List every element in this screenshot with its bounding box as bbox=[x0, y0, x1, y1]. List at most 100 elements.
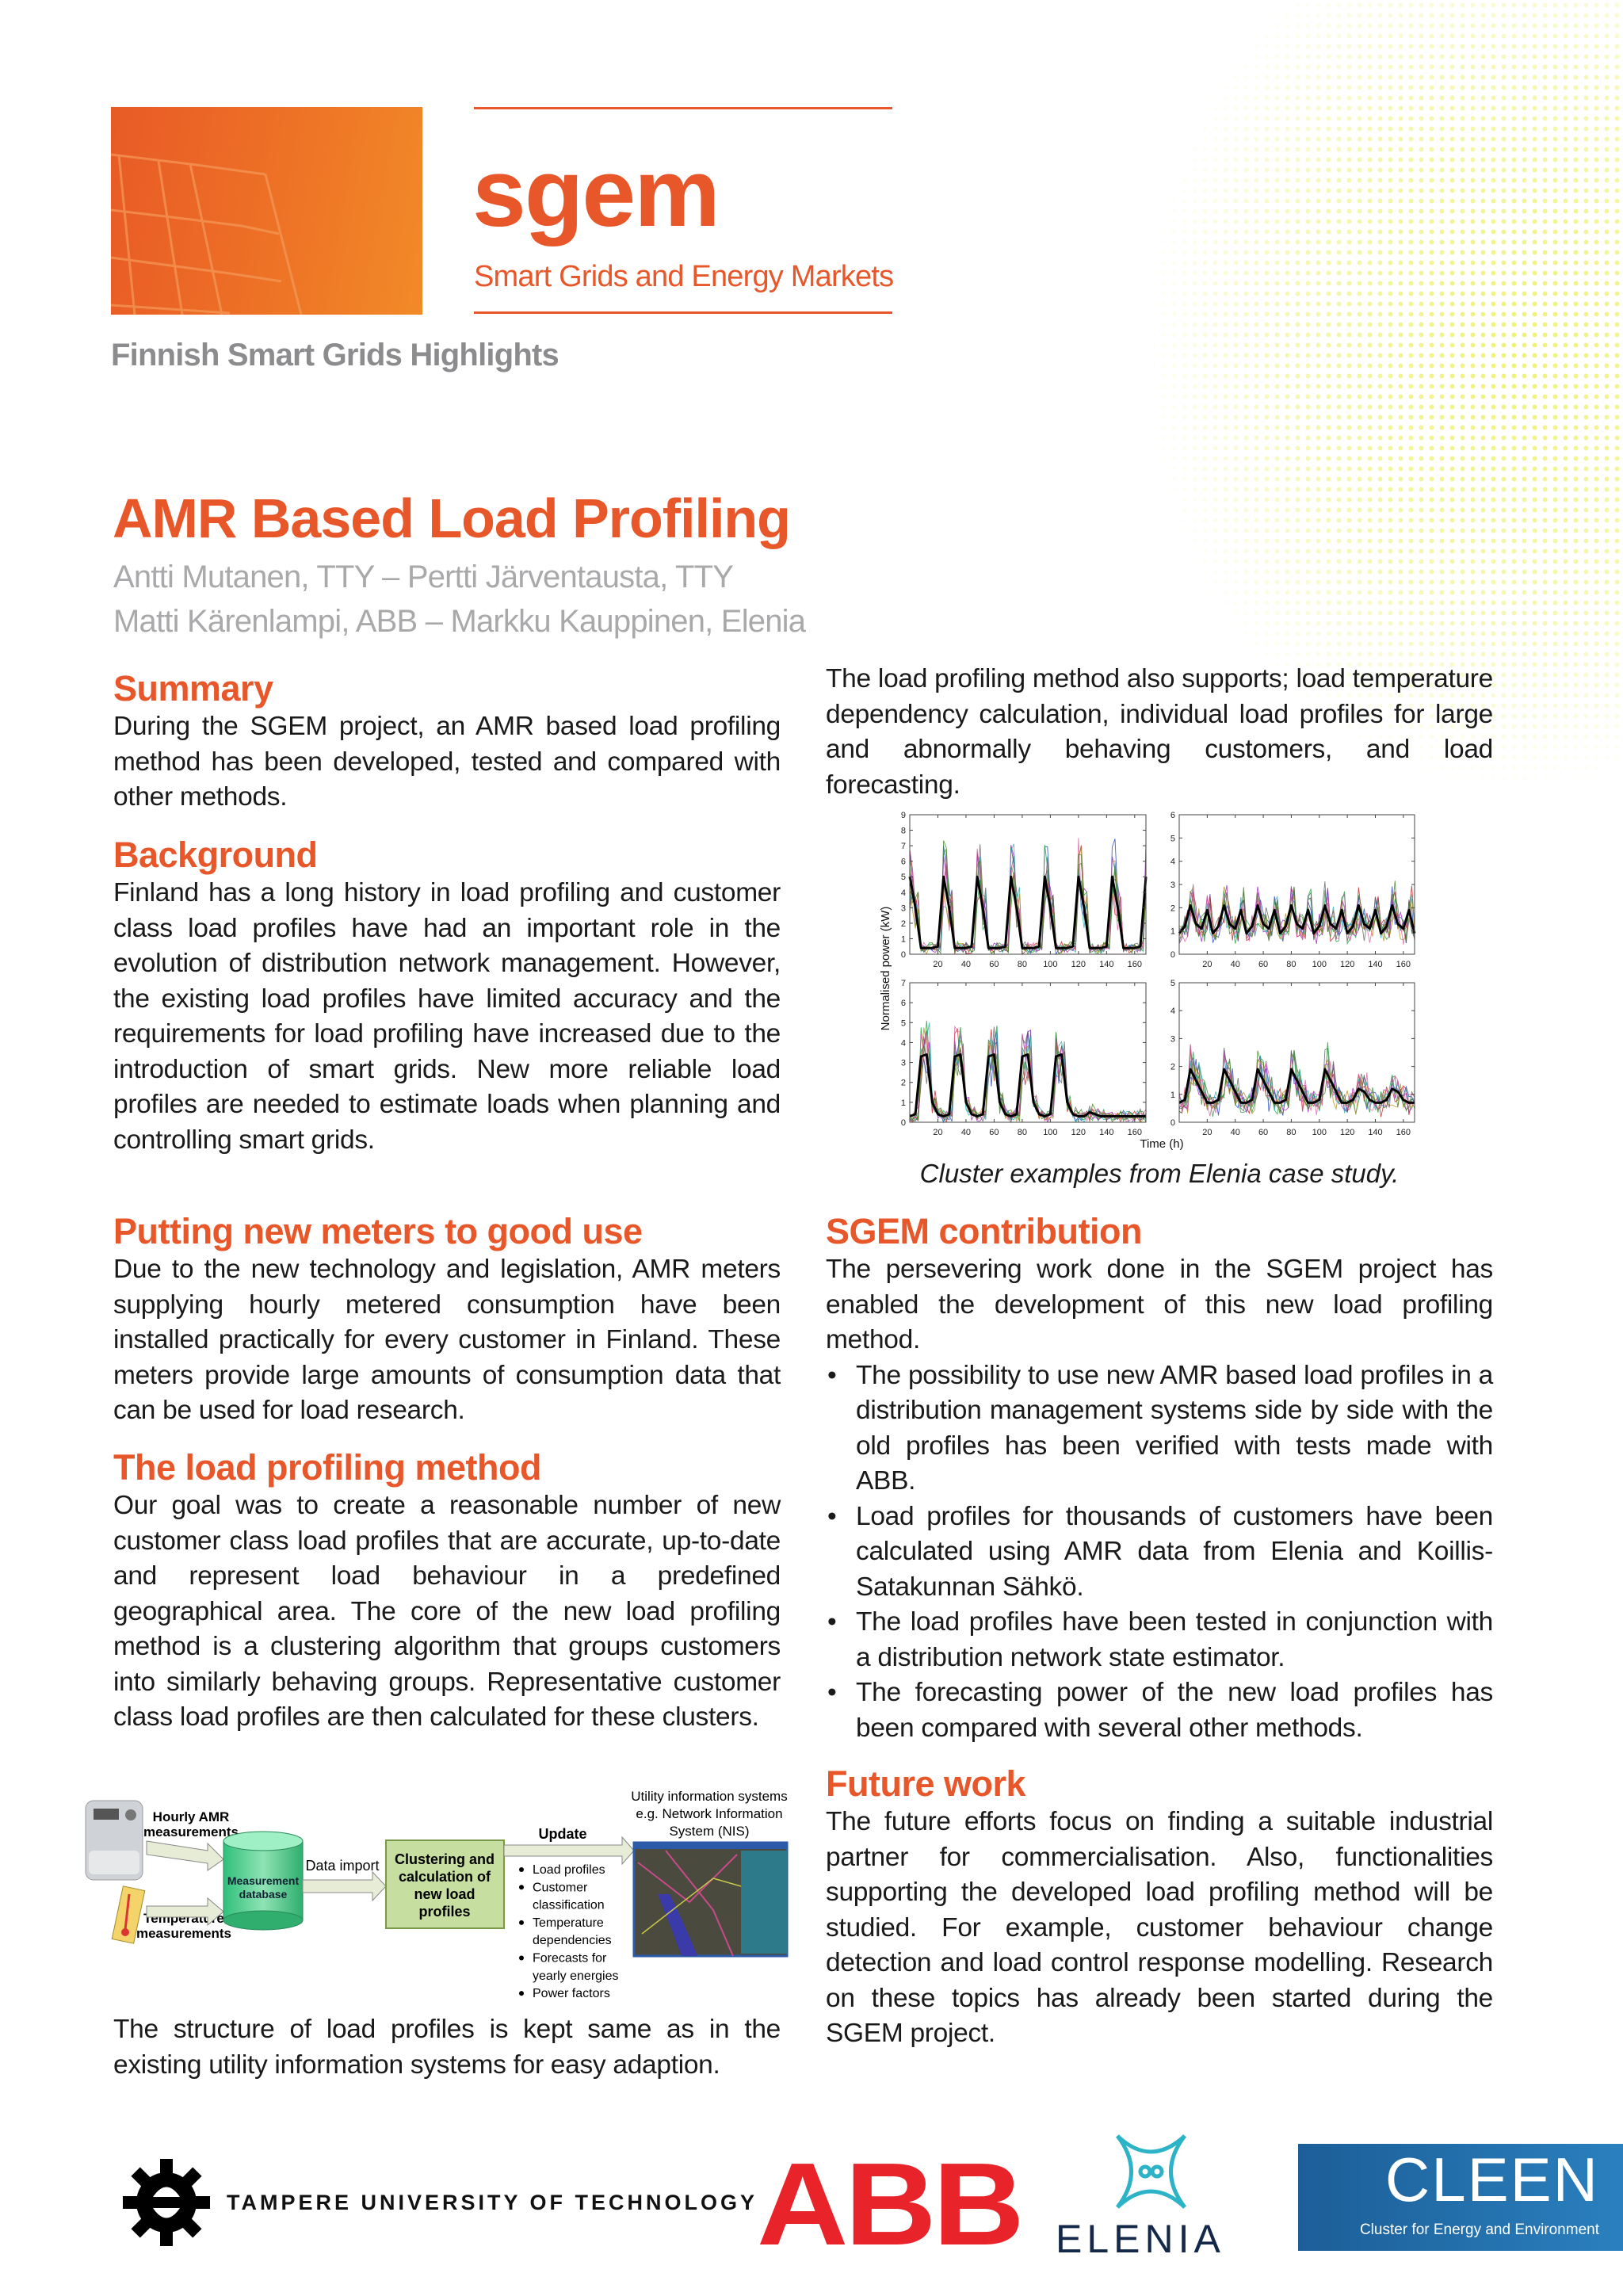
list-item: The load profiles have been tested in co… bbox=[827, 1605, 1493, 1675]
customer-line bbox=[909, 1026, 1147, 1124]
section-body: Due to the new technology and legislatio… bbox=[113, 1255, 781, 1425]
update-label: Update bbox=[538, 1826, 586, 1842]
database-label: Measurement bbox=[227, 1874, 300, 1887]
chart-panel: 20 40 60 80 100 120 140 160 0 1 2 3 4 5 6 bbox=[1170, 811, 1416, 969]
cleen-logo: CLEEN Cluster for Energy and Environment bbox=[1298, 2144, 1623, 2251]
output-item: Customer bbox=[533, 1881, 588, 1894]
abb-logo: ABB bbox=[757, 2139, 1025, 2270]
amr-meter-icon bbox=[85, 1800, 143, 1881]
y-tick-label: 7 bbox=[901, 842, 906, 851]
target-label: System (NIS) bbox=[669, 1824, 749, 1839]
thermometer-icon bbox=[111, 1885, 146, 1944]
section-body: The persevering work done in the SGEM pr… bbox=[826, 1255, 1493, 1354]
article-title: AMR Based Load Profiling bbox=[113, 487, 791, 549]
chart-panel: 20 40 60 80 100 120 140 160 0 1 2 3 4 5 bbox=[1170, 979, 1415, 1137]
bullet-dot bbox=[519, 1955, 524, 1961]
output-item: Temperature bbox=[533, 1916, 604, 1930]
bullet-dot bbox=[519, 1991, 524, 1996]
x-tick-label: 60 bbox=[1258, 1128, 1268, 1137]
mean-profile-line bbox=[909, 1053, 1146, 1117]
x-tick-label: 140 bbox=[1099, 1128, 1113, 1137]
mean-profile-line bbox=[1178, 904, 1416, 935]
section-body: During the SGEM project, an AMR based lo… bbox=[113, 712, 781, 812]
elenia-wordmark: ELENIA bbox=[1056, 2217, 1225, 2261]
y-tick-label: 4 bbox=[1170, 1007, 1175, 1016]
y-tick-label: 5 bbox=[1170, 834, 1175, 843]
section-body: The future efforts focus on finding a su… bbox=[826, 1807, 1493, 2048]
solar-panel-graphic bbox=[111, 153, 303, 315]
y-tick-label: 1 bbox=[901, 1098, 906, 1108]
closing-text: The structure of load profiles is kept s… bbox=[113, 2012, 781, 2083]
y-axis-label: Normalised power (kW) bbox=[879, 907, 892, 1031]
output-list: Load profiles Customer classification Tempe… bbox=[519, 1863, 619, 2000]
process-label: Clustering and bbox=[395, 1851, 495, 1867]
y-tick-label: 0 bbox=[1170, 1118, 1175, 1128]
y-tick-label: 0 bbox=[901, 1118, 906, 1128]
section-body: The load profiling method also supports;… bbox=[826, 664, 1493, 800]
plot-frame bbox=[909, 814, 1147, 955]
section-heading: SGEM contribution bbox=[826, 1211, 1142, 1251]
method-section: The load profiling method Our goal was t… bbox=[113, 1447, 781, 1736]
mean-profile-line bbox=[908, 875, 1148, 949]
x-tick-label: 140 bbox=[1368, 1128, 1382, 1137]
y-tick-label: 8 bbox=[901, 827, 906, 836]
y-tick-label: 3 bbox=[1170, 881, 1175, 890]
x-tick-label: 160 bbox=[1128, 1128, 1142, 1137]
x-tick-label: 60 bbox=[1258, 960, 1268, 969]
x-axis-label: Time (h) bbox=[1140, 1137, 1183, 1151]
tut-wordmark: TAMPERE UNIVERSITY OF TECHNOLOGY bbox=[227, 2191, 758, 2214]
y-tick-label: 5 bbox=[1170, 979, 1175, 988]
nis-screenshot bbox=[632, 1841, 789, 1958]
output-item: classification bbox=[533, 1899, 605, 1912]
process-label: profiles bbox=[418, 1904, 470, 1920]
list-item: The forecasting power of the new load pr… bbox=[827, 1675, 1493, 1746]
list-item: Load profiles for thousands of customers… bbox=[827, 1499, 1493, 1606]
target-label: e.g. Network Information bbox=[636, 1806, 782, 1821]
output-item: yearly energies bbox=[533, 1969, 619, 1983]
x-tick-label: 80 bbox=[1286, 960, 1296, 969]
customer-line bbox=[909, 1025, 1147, 1123]
arrow-temp-to-db bbox=[146, 1897, 224, 1927]
customer-line bbox=[1178, 884, 1415, 945]
x-tick-label: 100 bbox=[1043, 960, 1057, 969]
figure-caption: Cluster examples from Elenia case study. bbox=[919, 1159, 1400, 1188]
y-tick-label: 2 bbox=[901, 1079, 906, 1088]
summary-section: Summary During the SGEM project, an AMR … bbox=[113, 668, 781, 816]
x-tick-label: 140 bbox=[1368, 960, 1382, 969]
x-tick-label: 80 bbox=[1018, 1128, 1027, 1137]
x-tick-label: 20 bbox=[1202, 1128, 1212, 1137]
y-tick-label: 0 bbox=[1170, 950, 1175, 960]
chart-panel: 20 40 60 80 100 120 140 160 0 1 2 3 4 5 6 7 8 9 bbox=[901, 811, 1148, 969]
customer-line bbox=[909, 838, 1147, 954]
x-tick-label: 40 bbox=[1231, 1128, 1240, 1137]
x-tick-label: 120 bbox=[1071, 960, 1086, 969]
bullet-dot bbox=[519, 1920, 524, 1925]
meters-section: Putting new meters to good use Due to th… bbox=[113, 1211, 781, 1429]
y-tick-label: 3 bbox=[901, 904, 906, 913]
x-tick-label: 100 bbox=[1312, 960, 1327, 969]
y-tick-label: 1 bbox=[1170, 1091, 1175, 1100]
output-item: Power factors bbox=[533, 1987, 610, 2000]
section-heading: Background bbox=[113, 835, 318, 875]
x-tick-label: 140 bbox=[1099, 960, 1113, 969]
cleen-wordmark: CLEEN bbox=[1384, 2145, 1599, 2214]
plot-frame bbox=[1178, 982, 1415, 1123]
header-rule-bottom bbox=[474, 311, 892, 314]
mean-profile-line bbox=[1178, 1068, 1415, 1104]
output-item: Load profiles bbox=[533, 1863, 605, 1877]
database-label: database bbox=[239, 1888, 288, 1901]
process-label: new load bbox=[414, 1886, 475, 1902]
y-tick-label: 1 bbox=[1170, 927, 1175, 937]
x-tick-label: 40 bbox=[961, 1128, 971, 1137]
section-body: Finland has a long history in load profi… bbox=[113, 878, 781, 1155]
y-tick-label: 1 bbox=[901, 934, 906, 944]
database-icon bbox=[223, 1831, 304, 1931]
y-tick-label: 5 bbox=[901, 873, 906, 882]
x-tick-label: 120 bbox=[1071, 1128, 1086, 1137]
x-tick-label: 100 bbox=[1043, 1128, 1057, 1137]
arrow-process-to-nis bbox=[503, 1836, 635, 1866]
sgem-logo-subtitle: Smart Grids and Energy Markets bbox=[474, 260, 894, 293]
supports-text: The load profiling method also supports;… bbox=[826, 662, 1493, 803]
x-tick-label: 80 bbox=[1018, 960, 1027, 969]
